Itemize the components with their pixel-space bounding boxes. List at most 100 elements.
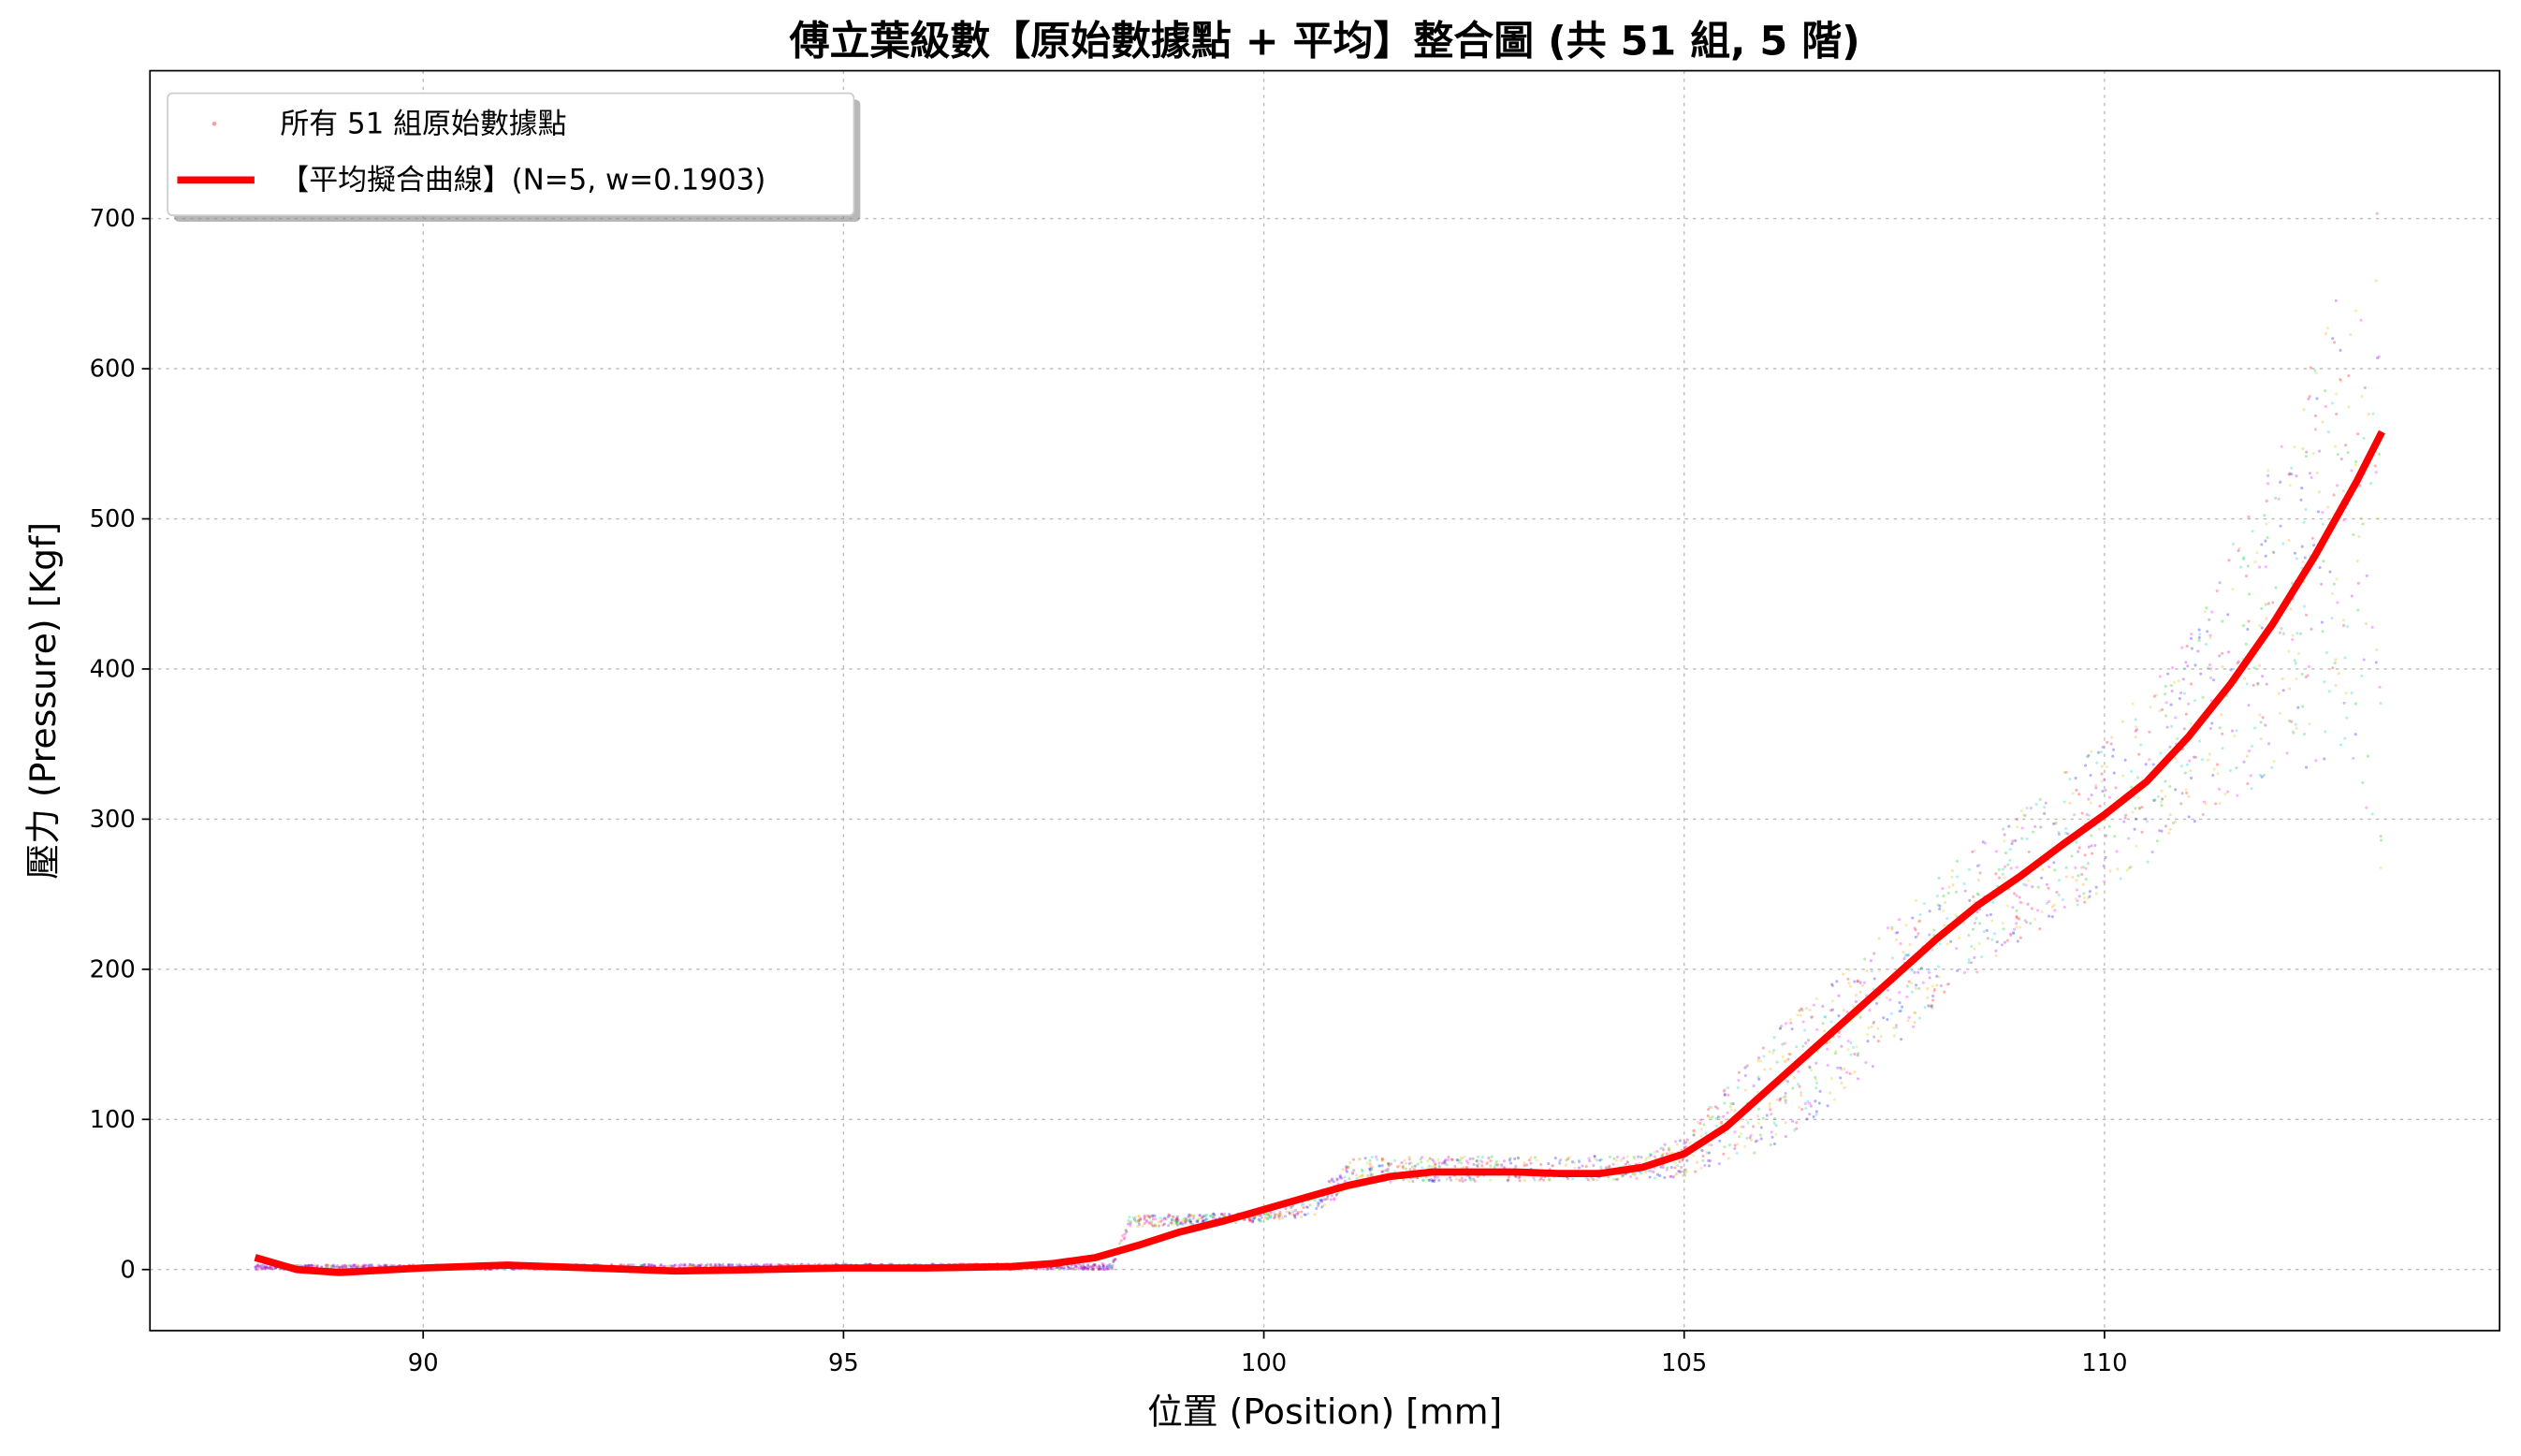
raw-data-point (1302, 1205, 1305, 1210)
legend-marker-points (211, 122, 217, 126)
raw-data-point (2343, 656, 2347, 660)
raw-data-point (1963, 889, 1967, 893)
raw-data-point (1196, 1218, 1200, 1222)
raw-data-point (1384, 1169, 1388, 1172)
raw-data-point (1077, 1267, 1081, 1271)
raw-data-point (2107, 824, 2111, 828)
raw-data-point (1234, 1221, 1238, 1225)
raw-data-point (1826, 1047, 1829, 1051)
raw-data-point (2168, 813, 2172, 817)
raw-data-point (1902, 951, 1905, 954)
raw-data-point (2204, 802, 2208, 806)
raw-data-point (2009, 934, 2013, 938)
raw-data-point (1593, 1157, 1596, 1160)
raw-data-point (1681, 1170, 1685, 1173)
raw-data-point (1134, 1219, 1138, 1223)
raw-data-point (2313, 369, 2317, 372)
raw-data-point (2080, 872, 2084, 877)
raw-data-point (673, 1263, 678, 1267)
raw-data-point (2247, 619, 2251, 623)
raw-data-point (1660, 1153, 1665, 1157)
raw-data-point (2083, 853, 2087, 857)
raw-data-point (1932, 928, 1936, 932)
raw-data-point (2304, 455, 2308, 459)
raw-data-point (2171, 821, 2176, 825)
raw-data-point (1782, 1096, 1785, 1099)
raw-data-point (1412, 1168, 1416, 1172)
raw-data-point (2327, 690, 2331, 693)
raw-data-point (1347, 1165, 1350, 1169)
raw-data-point (2020, 837, 2024, 840)
raw-data-point (2324, 650, 2328, 654)
raw-data-point (1896, 931, 1900, 935)
raw-data-point (1508, 1157, 1512, 1160)
raw-data-point (1062, 1267, 1066, 1271)
raw-data-point (2347, 373, 2351, 378)
raw-data-point (2266, 535, 2269, 540)
raw-data-point (1741, 1125, 1745, 1128)
raw-data-point (1087, 1267, 1091, 1271)
raw-data-point (1098, 1267, 1101, 1271)
raw-data-point (1092, 1266, 1096, 1270)
raw-data-point (2321, 510, 2324, 515)
raw-data-point (1937, 975, 1941, 979)
raw-data-point (1358, 1175, 1362, 1179)
raw-data-point (2331, 666, 2335, 670)
raw-data-point (1264, 1212, 1268, 1216)
raw-data-point (2015, 909, 2018, 912)
raw-data-point (2030, 907, 2033, 910)
raw-data-point (1800, 1091, 1803, 1095)
raw-data-point (619, 1262, 623, 1266)
raw-data-point (1376, 1158, 1379, 1161)
raw-data-point (639, 1263, 643, 1267)
raw-data-point (1683, 1142, 1686, 1145)
raw-data-point (1823, 1029, 1827, 1033)
raw-data-point (1188, 1217, 1192, 1221)
raw-data-point (1727, 1157, 1731, 1160)
raw-data-point (1547, 1178, 1551, 1182)
raw-data-point (2123, 758, 2127, 762)
raw-data-point (1885, 996, 1888, 999)
raw-data-point (1082, 1262, 1086, 1266)
raw-data-point (1380, 1157, 1384, 1160)
raw-data-point (1075, 1265, 1079, 1269)
raw-data-point (1684, 1168, 1688, 1172)
raw-data-point (1662, 1148, 1666, 1152)
raw-data-point (1668, 1148, 1671, 1152)
raw-data-point (1361, 1170, 1364, 1173)
raw-data-point (1817, 1101, 1821, 1105)
raw-data-point (1259, 1214, 1262, 1217)
raw-data-point (1437, 1161, 1441, 1165)
raw-data-point (2307, 664, 2311, 668)
raw-data-point (1935, 894, 1939, 898)
raw-data-point (632, 1263, 635, 1267)
raw-data-point (1723, 1093, 1727, 1097)
raw-data-point (1868, 1009, 1872, 1012)
raw-data-point (2001, 872, 2004, 876)
raw-data-point (1693, 1129, 1697, 1133)
raw-data-point (2013, 892, 2017, 895)
raw-data-point (2190, 636, 2193, 640)
raw-data-point (1118, 1242, 1122, 1245)
legend: 所有 51 組原始數據點 【平均擬合曲線】(N=5, w=0.1903) (167, 92, 861, 223)
raw-data-point (1829, 1009, 1833, 1012)
raw-data-point (1315, 1206, 1319, 1211)
raw-data-point (2005, 939, 2009, 942)
raw-data-point (1892, 1026, 1896, 1030)
raw-data-point (1656, 1172, 1660, 1176)
raw-data-point (1577, 1158, 1581, 1162)
raw-data-point (2006, 904, 2010, 908)
raw-data-point (2363, 386, 2367, 389)
raw-data-point (1045, 1267, 1049, 1271)
raw-data-point (1272, 1210, 1275, 1214)
raw-data-point (2144, 763, 2148, 766)
raw-data-point (1476, 1164, 1479, 1168)
raw-data-point (2136, 795, 2140, 800)
raw-data-point (1092, 1264, 1096, 1268)
raw-data-point (1137, 1222, 1142, 1227)
raw-data-point (1050, 1267, 1054, 1271)
raw-data-point (2311, 452, 2315, 456)
raw-data-point (1638, 1161, 1641, 1165)
raw-data-point (1702, 1123, 1706, 1127)
raw-data-point (1086, 1267, 1090, 1271)
